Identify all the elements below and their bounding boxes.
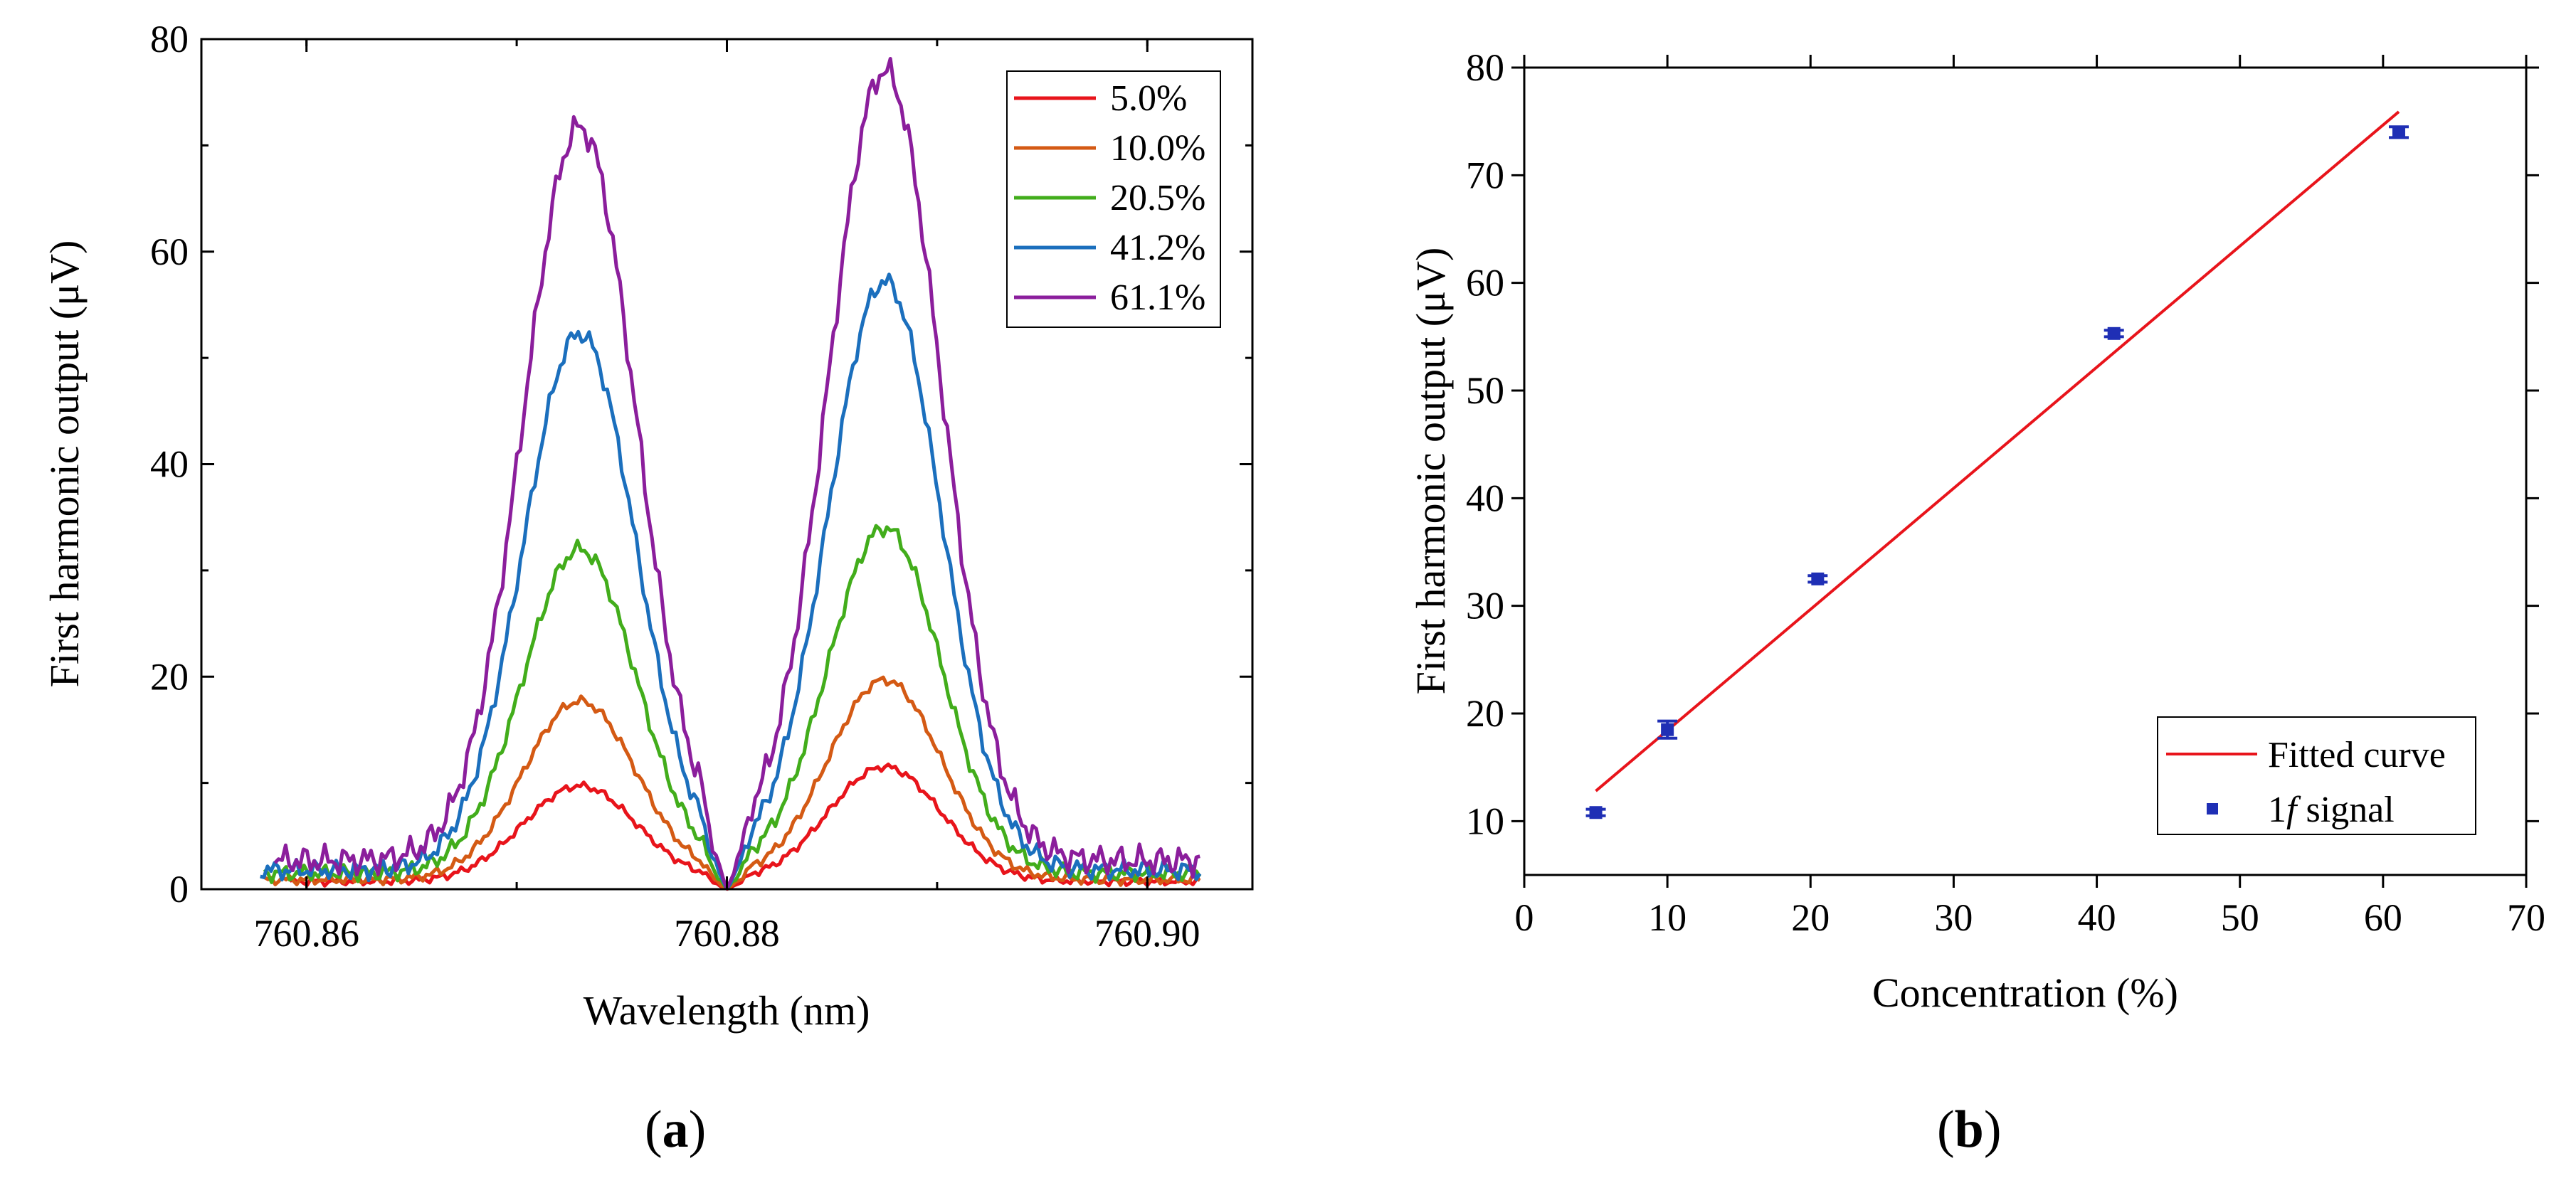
- panel-a-x-axis-label: Wavelength (nm): [584, 987, 870, 1034]
- panel-b-legend: Fitted curve 1f signal: [2157, 716, 2476, 835]
- panel-b-x-tick-label: 70: [2507, 896, 2545, 939]
- panel-b-y-tick-label: 80: [1466, 46, 1504, 89]
- panel-b-label: (b): [1937, 1100, 2001, 1159]
- panel-b-data-point: [2107, 327, 2121, 340]
- panel-b-y-tick-label: 20: [1466, 692, 1504, 735]
- panel-b-plot-frame: [1523, 66, 2528, 876]
- panel-a-x-tick-label: 760.88: [674, 912, 780, 955]
- panel-b-x-axis-label: Concentration (%): [1872, 970, 2178, 1016]
- panel-a-x-tick-label: 760.86: [253, 912, 359, 955]
- panel-a-y-ticks: 0 20 40 60 80: [150, 18, 1252, 911]
- panel-a-label: (a): [645, 1100, 706, 1159]
- panel-a-legend-label: 20.5%: [1110, 178, 1205, 218]
- panel-a-legend-label: 41.2%: [1110, 228, 1205, 268]
- panel-a-y-axis-label: First harmonic output (μV): [41, 240, 88, 688]
- panel-a-series-group: [260, 57, 1202, 891]
- panel-b-legend-fit-label: Fitted curve: [2268, 735, 2446, 775]
- panel-a-legend: 5.0% 10.0% 20.5% 41.2% 61.1%: [1006, 70, 1221, 328]
- panel-b-y-tick-label: 10: [1466, 800, 1504, 842]
- panel-b-y-tick-label: 50: [1466, 369, 1504, 412]
- panel-b-x-tick-label: 30: [1934, 896, 1973, 939]
- panel-b-legend-box: [2157, 716, 2476, 835]
- panel-b-legend-point-swatch: [2207, 803, 2218, 814]
- panel-a-chart: 760.86 760.88 760.90 0 20 40 60 80 Wavelength …: [41, 18, 1254, 1159]
- panel-b-y-tick-label: 30: [1466, 585, 1504, 627]
- panel-b-legend-point-label: 1f signal: [2268, 790, 2395, 830]
- panel-b-x-tick-label: 60: [2364, 896, 2402, 939]
- panel-a-x-ticks: 760.86 760.88 760.90: [253, 39, 1200, 955]
- panel-b-data-point: [1661, 723, 1674, 736]
- panel-b-data-point: [1811, 572, 1825, 585]
- panel-b-chart: 0 10 20 30 40 50 60 70 10 20 30 40 50 60 70 80 Concentr…: [1408, 46, 2545, 1159]
- panel-b-y-tick-label: 70: [1466, 154, 1504, 196]
- panel-b-y-tick-label: 40: [1466, 477, 1504, 519]
- panel-a-series-line: [263, 524, 1202, 889]
- panel-b-letter: b: [1955, 1100, 1984, 1159]
- panel-b-x-tick-label: 0: [1515, 896, 1534, 939]
- panel-a-letter: a: [663, 1100, 689, 1159]
- panel-a-legend-label: 61.1%: [1110, 277, 1205, 318]
- panel-a-y-tick-label: 80: [150, 18, 189, 60]
- panel-a-series-line: [263, 675, 1201, 890]
- panel-b-data-point: [2392, 125, 2405, 139]
- panel-b-y-tick-label: 60: [1466, 262, 1504, 304]
- panel-b-x-tick-label: 50: [2221, 896, 2259, 939]
- panel-b-data-group: [1585, 110, 2409, 819]
- panel-b-fitted-curve: [1595, 110, 2400, 792]
- panel-b-x-tick-label: 40: [2078, 896, 2116, 939]
- panel-a-x-tick-label: 760.90: [1094, 912, 1200, 955]
- panel-a-series-line: [273, 57, 1200, 891]
- panel-a-y-tick-label: 20: [150, 655, 189, 698]
- panel-a-y-tick-label: 60: [150, 230, 189, 273]
- panel-a-legend-label: 5.0%: [1110, 78, 1187, 119]
- panel-a-y-tick-label: 40: [150, 443, 189, 486]
- panel-a-y-tick-label: 0: [169, 868, 189, 911]
- panel-a-legend-label: 10.0%: [1110, 128, 1205, 169]
- panel-b-x-tick-label: 10: [1648, 896, 1686, 939]
- panel-b-y-axis-label: First harmonic output (μV): [1408, 248, 1454, 695]
- panel-a-series-line: [260, 272, 1202, 891]
- panel-b-x-tick-label: 20: [1791, 896, 1830, 939]
- panel-b-data-point: [1589, 806, 1603, 819]
- panel-b-ticks: 0 10 20 30 40 50 60 70 10 20 30 40 50 60 70 80: [1466, 46, 2545, 939]
